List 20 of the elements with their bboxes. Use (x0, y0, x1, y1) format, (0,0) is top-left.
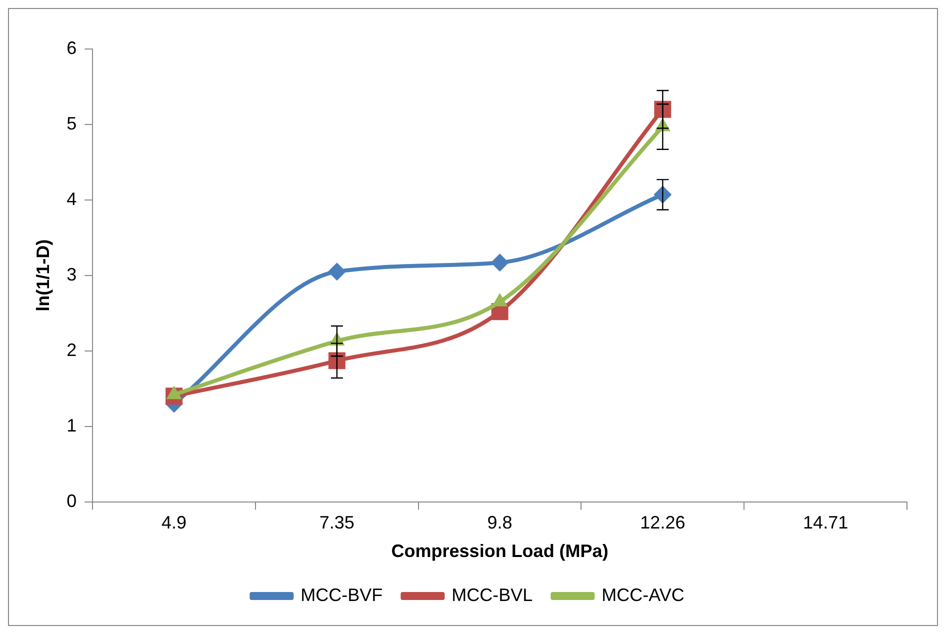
legend-label: MCC-BVL (452, 584, 533, 605)
x-tick-label: 9.8 (487, 512, 512, 533)
x-axis-title: Compression Load (MPa) (391, 541, 608, 562)
x-tick-label: 7.35 (319, 512, 354, 533)
y-tick-label: 1 (66, 415, 77, 436)
point (328, 352, 346, 370)
y-tick-label: 3 (66, 264, 77, 284)
x-tick-label: 14.71 (803, 512, 848, 533)
point (490, 254, 509, 272)
y-tick-label: 6 (66, 38, 77, 58)
y-tick-label: 5 (66, 113, 77, 134)
y-tick-label: 2 (66, 340, 77, 360)
y-axis-title: ln(1/1-D) (32, 239, 53, 312)
point (328, 262, 346, 281)
x-tick-label: 12.26 (640, 512, 686, 533)
legend-label: MCC-AVC (602, 584, 684, 605)
legend-label: MCC-BVF (300, 584, 383, 605)
x-tick-label: 4.9 (162, 512, 187, 533)
y-tick-label: 0 (66, 490, 77, 511)
y-tick-label: 4 (66, 188, 77, 209)
